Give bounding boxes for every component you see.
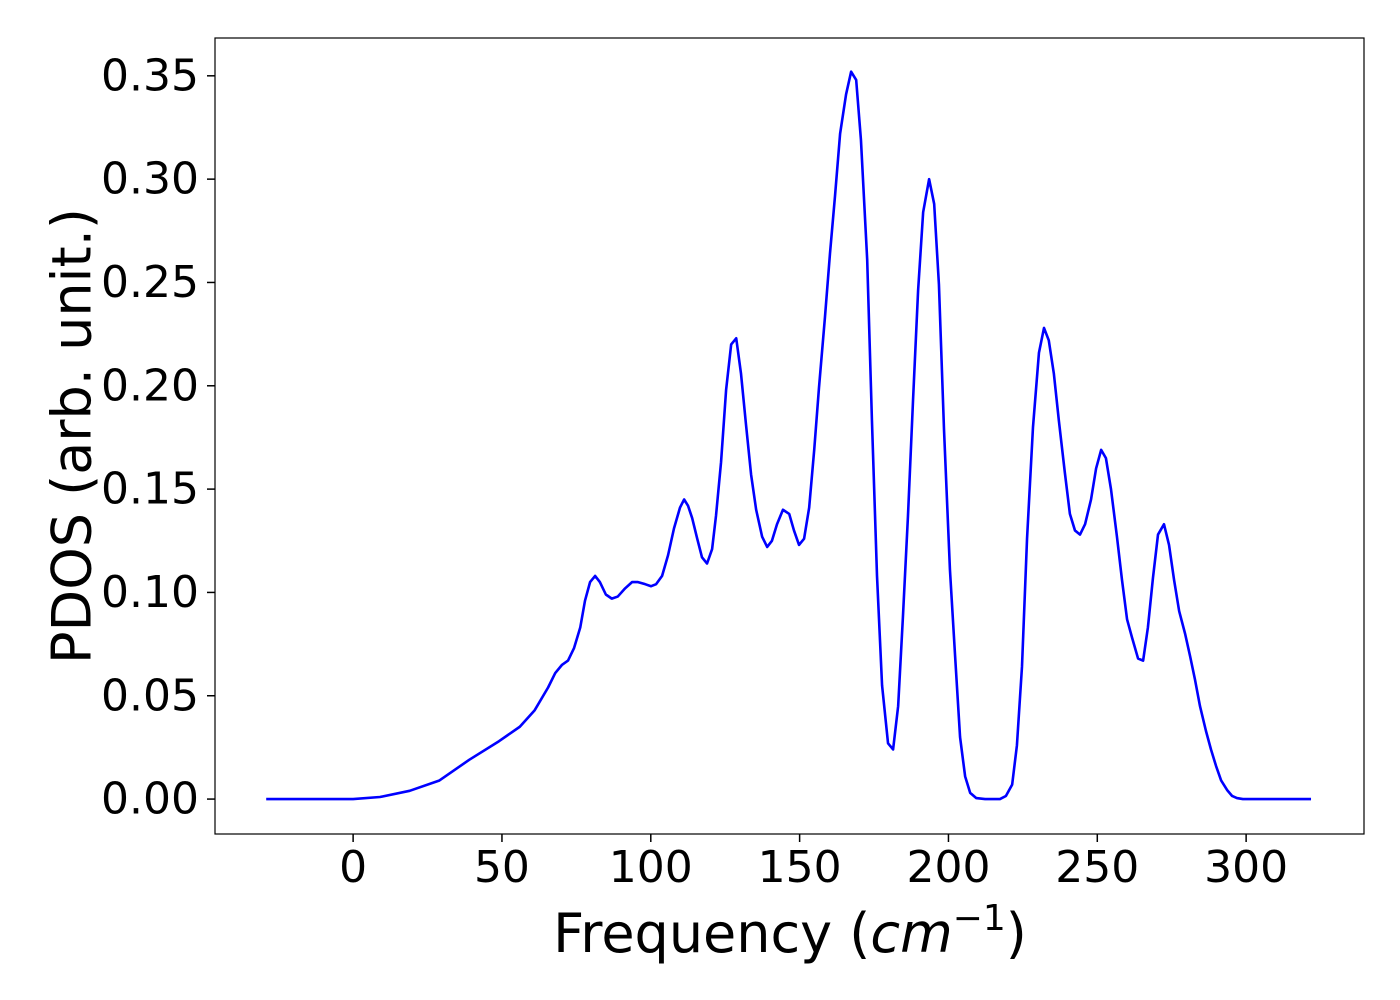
- y-axis-label: PDOS (arb. unit.): [41, 208, 104, 664]
- x-label-close: ): [1006, 902, 1027, 965]
- y-tick-label: 0.15: [101, 464, 199, 515]
- x-tick-label: 100: [609, 842, 693, 893]
- x-label-exponent: −1: [953, 898, 1006, 939]
- x-tick-label: 50: [474, 842, 530, 893]
- data-line: [266, 70, 1312, 801]
- y-tick-label: 0.05: [101, 670, 199, 721]
- y-tick-label: 0.30: [101, 154, 199, 205]
- y-tick-label: 0.25: [101, 257, 199, 308]
- y-tick-label: 0.10: [101, 567, 199, 618]
- x-tick-label: 250: [1055, 842, 1139, 893]
- y-tick-label: 0.20: [101, 360, 199, 411]
- y-tick-label: 0.00: [101, 774, 199, 825]
- x-tick-label: 150: [758, 842, 842, 893]
- y-tick-label: 0.35: [101, 50, 199, 101]
- x-tick-label: 0: [339, 842, 367, 893]
- x-tick-label: 200: [906, 842, 990, 893]
- x-tick-label: 300: [1204, 842, 1288, 893]
- x-label-unit: cm: [870, 902, 952, 965]
- plot-frame: [214, 37, 1365, 835]
- x-label-text: Frequency (: [553, 902, 870, 965]
- x-axis-label: Frequency (cm−1): [553, 898, 1027, 965]
